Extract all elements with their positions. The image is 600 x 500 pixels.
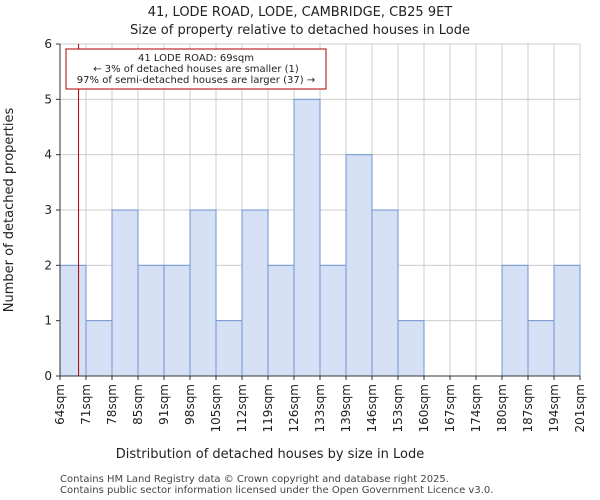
histogram-bar [59,264,87,377]
footer-attribution-line-2: Contains public sector information licen… [60,485,494,496]
histogram-bar [293,98,321,377]
x-tick-label: 126sqm [287,384,301,432]
histogram-bar [527,320,555,377]
y-tick-label: 0 [44,369,52,383]
x-tick-label: 187sqm [521,384,535,432]
histogram-bar [553,264,581,377]
histogram-bar [215,320,243,377]
x-tick-label: 174sqm [469,384,483,432]
histogram-bar [267,264,295,377]
axes-layer [56,43,581,380]
x-tick-label: 160sqm [417,384,431,432]
histogram-bar [163,264,191,377]
y-axis-label: Number of detached properties [2,108,17,313]
annotation-box-frame [65,48,327,90]
histogram-bar [241,209,269,377]
x-tick-label: 194sqm [547,384,561,432]
histogram-bar [345,154,373,377]
annotation-line-2: ← 3% of detached houses are smaller (1) [93,64,299,75]
annotation-line-1: 41 LODE ROAD: 69sqm [138,53,254,64]
x-tick-label: 167sqm [443,384,457,432]
x-tick-label: 98sqm [183,384,197,425]
x-tick-label: 201sqm [573,384,587,432]
histogram-bar [189,209,217,377]
histogram-bar [397,320,425,377]
x-tick-label: 153sqm [391,384,405,432]
footer-attribution-line-1: Contains HM Land Registry data © Crown c… [60,474,449,485]
histogram-bar [501,264,529,377]
histogram-bar [371,209,399,377]
y-tick-label: 1 [44,314,52,328]
y-tick-label: 6 [44,37,52,51]
x-tick-label: 112sqm [235,384,249,432]
annotation-box: 41 LODE ROAD: 69sqm ← 3% of detached hou… [65,48,327,90]
x-axis-label: Distribution of detached houses by size … [116,447,424,462]
histogram-bar [319,264,347,377]
x-tick-label: 91sqm [157,384,171,425]
x-tick-label: 180sqm [495,384,509,432]
annotation-line-3: 97% of semi-detached houses are larger (… [77,75,315,86]
y-tick-label: 2 [44,258,52,272]
x-tick-label: 133sqm [313,384,327,432]
x-tick-label: 146sqm [365,384,379,432]
x-tick-label: 85sqm [131,384,145,425]
x-tick-label: 119sqm [261,384,275,432]
x-tick-label: 71sqm [79,384,93,425]
chart-title: 41, LODE ROAD, LODE, CAMBRIDGE, CB25 9ET [147,5,453,20]
y-tick-label: 4 [44,148,52,162]
chart-subtitle: Size of property relative to detached ho… [129,23,470,38]
x-tick-labels: 64sqm 71sqm 78sqm 85sqm 91sqm 98sqm 105sqm 112s… [53,384,587,432]
x-tick-label: 64sqm [53,384,67,425]
histogram-bar [137,264,165,377]
x-tick-label: 139sqm [339,384,353,432]
histogram-bar [111,209,139,377]
y-tick-label: 5 [44,92,52,106]
x-tick-label: 105sqm [209,384,223,432]
y-tick-labels: 0 1 2 3 4 5 6 [44,37,52,383]
x-tick-label: 78sqm [105,384,119,425]
y-tick-label: 3 [44,203,52,217]
histogram-bar [85,320,113,377]
